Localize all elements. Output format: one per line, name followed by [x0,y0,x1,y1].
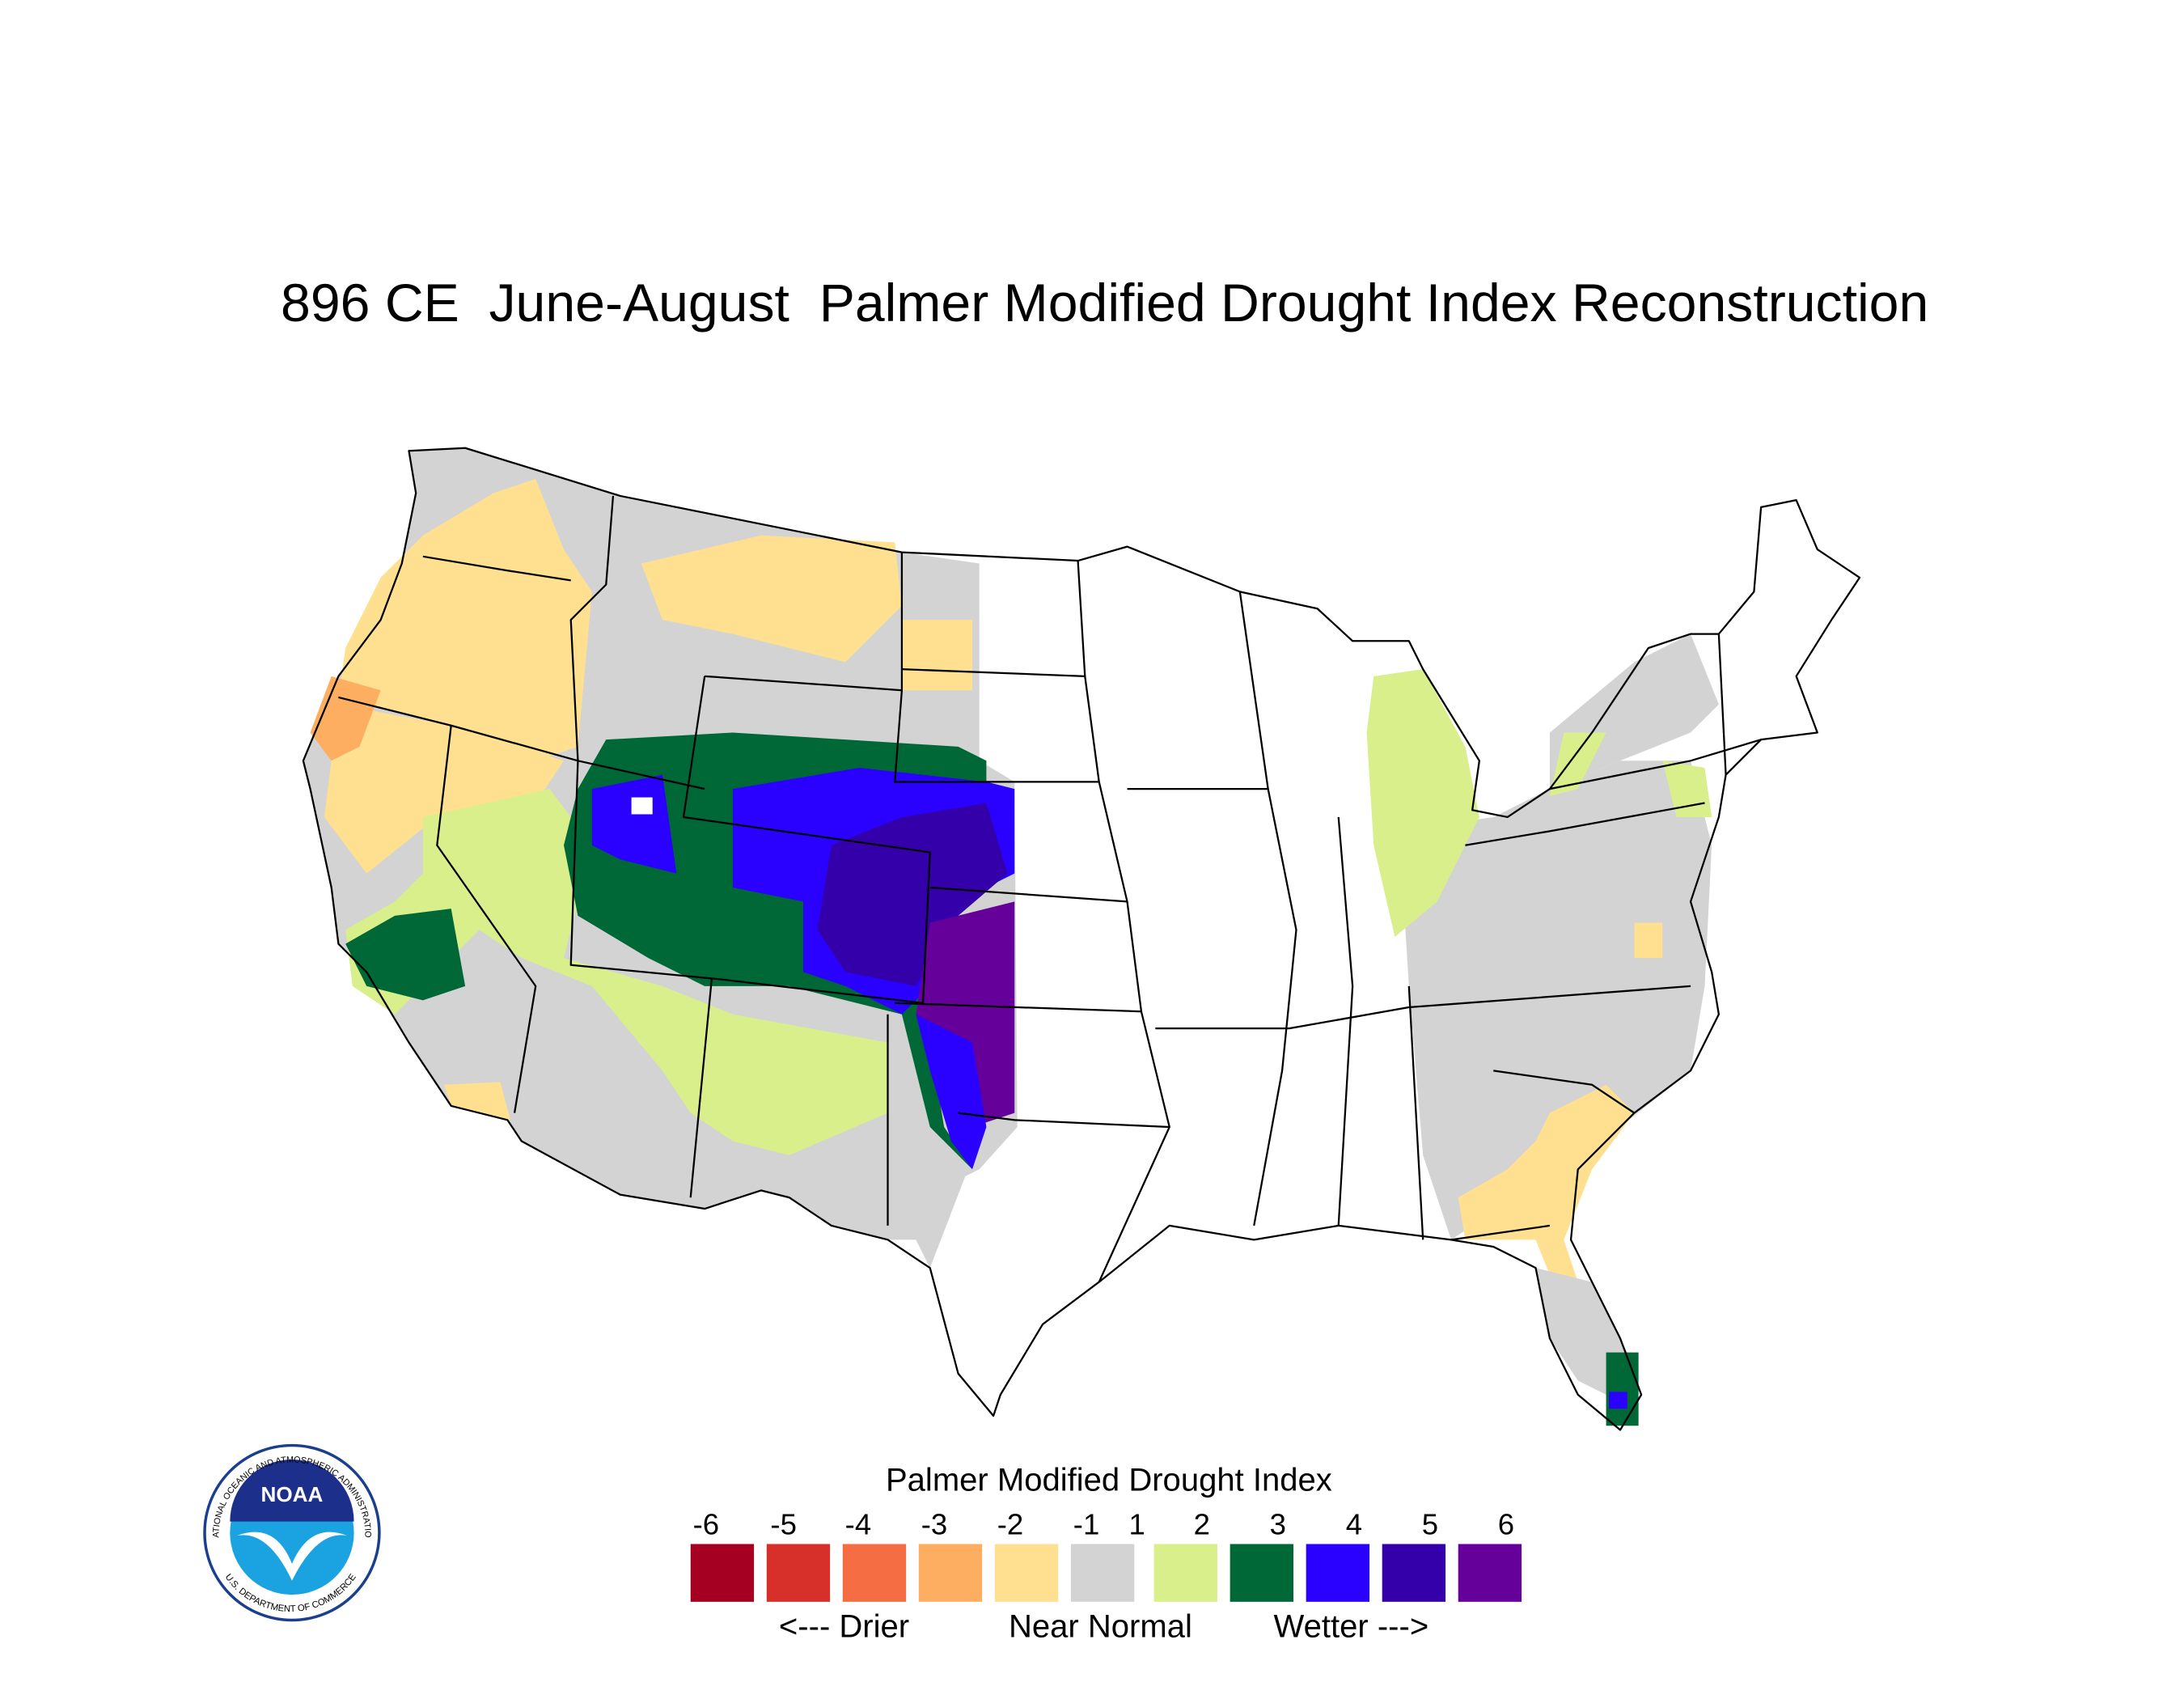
legend-tick-label: 2 [1194,1507,1210,1540]
legend-tick-label: -5 [770,1507,797,1540]
state-line [1465,802,1705,846]
logo-top [230,1459,354,1522]
drought-region [591,774,677,874]
state-line [958,1112,1170,1129]
drought-region [1366,669,1479,937]
logo-name: NOAA [261,1482,324,1506]
legend-tick-label: 1 [1129,1507,1145,1540]
state-line [1493,1070,1636,1114]
state-line [1407,985,1424,1240]
drought-regions [303,447,1719,1426]
legend-swatch [994,1544,1059,1602]
drought-region [1549,732,1606,796]
drought-region [901,620,972,691]
state-line [689,979,713,1198]
drought-region [641,535,902,663]
legend-swatch [1230,1544,1294,1602]
drought-region [1395,761,1712,1240]
state-line [682,676,931,1003]
drought-region [916,901,1015,1128]
state-line [705,675,1099,783]
no-data-cell [631,797,653,815]
legend-title: Palmer Modified Drought Index [886,1462,1332,1498]
legend-tick-label: -6 [693,1507,720,1540]
drought-region [817,803,1008,986]
drought-region [444,1082,510,1121]
drought-region [310,676,381,761]
legend-category-label: Wetter ---> [1274,1608,1429,1644]
state-line [569,761,924,1004]
state-line [436,725,537,1113]
legend-category-label: <--- Drier [779,1608,909,1644]
drought-region [345,909,466,1001]
legend-tick-label: 4 [1346,1507,1362,1540]
legend-tick-label: 5 [1422,1507,1438,1540]
logo-bird [237,1532,347,1581]
us-outline [302,447,1861,1431]
state-line [569,495,615,761]
state-line [1450,1224,1551,1241]
legend-swatch [842,1544,907,1602]
legend-swatch [1458,1544,1522,1602]
legend-swatch [766,1544,831,1602]
legend-tick-label: -1 [1073,1507,1100,1540]
legend-tick-label: -2 [997,1507,1024,1540]
drought-region [345,789,888,1155]
drought-region [338,479,592,761]
state-line [929,886,1128,903]
state-line [1337,816,1354,1226]
state-line [1717,633,1727,775]
drought-region [916,1014,987,1170]
drought-region [1606,1352,1639,1426]
state-line [1155,985,1691,1030]
legend-tick-label: 6 [1498,1507,1514,1540]
legend-swatch [1153,1544,1217,1602]
state-line [895,1002,1170,1283]
state-boundaries [302,447,1861,1431]
legend-tick-label: -3 [921,1507,948,1540]
legend-swatch [690,1544,755,1602]
legend-tick-label: -4 [845,1507,872,1540]
drought-region [1662,761,1712,817]
legend-swatch [918,1544,983,1602]
legend: Palmer Modified Drought Index -6 -5 -4 -3 -2… [690,1462,1522,1644]
state-line [1238,591,1297,1227]
state-line [338,696,705,790]
state-line [1084,676,1143,1012]
drought-region [1609,1392,1627,1409]
state-line [422,555,571,582]
legend-swatch [1070,1544,1135,1602]
map-title: 896 CE June-August Palmer Modified Droug… [281,273,1928,333]
legend-swatch [1306,1544,1370,1602]
legend-swatch [1382,1544,1446,1602]
state-line [1549,739,1762,790]
legend-category-label: Near Normal [1009,1608,1192,1644]
drought-region [1634,922,1663,959]
legend-tick-label: 3 [1270,1507,1286,1540]
